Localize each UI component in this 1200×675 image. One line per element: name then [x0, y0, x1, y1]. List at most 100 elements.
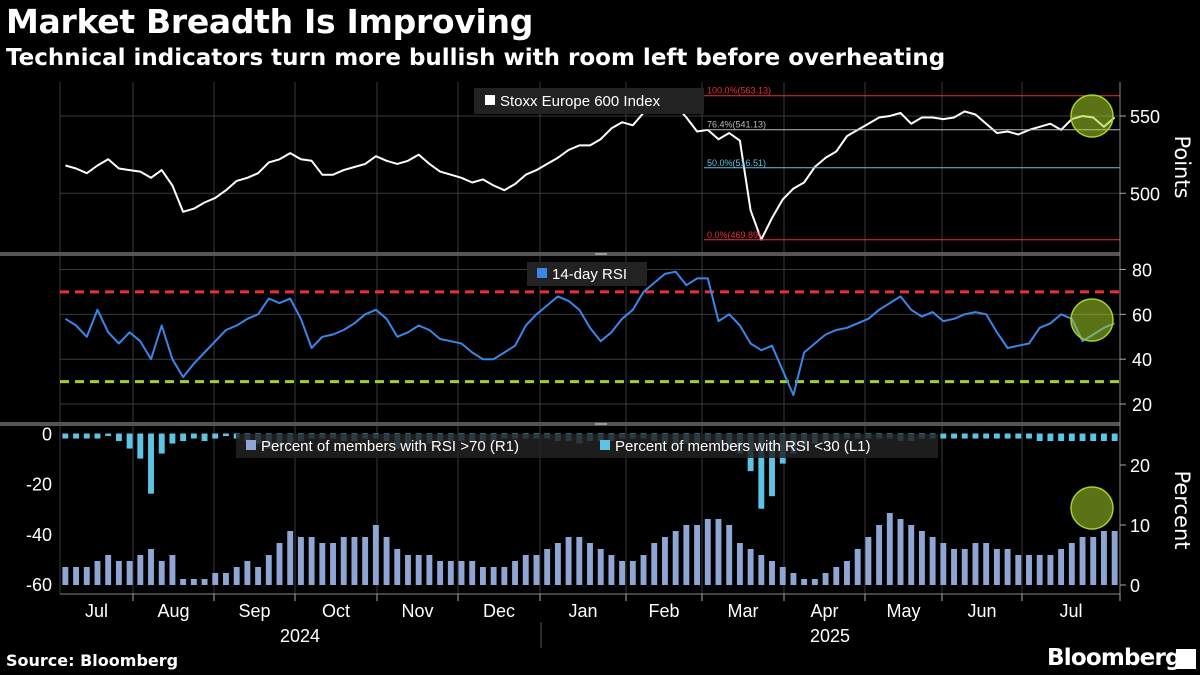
r1-bar [244, 561, 251, 585]
fib-level-label: 76.4%(541.13) [707, 120, 766, 130]
r1-bar [415, 555, 422, 585]
r1-bar [833, 567, 840, 585]
r1-bar [683, 525, 690, 585]
r1-bar [437, 561, 444, 585]
r1-bar [576, 537, 583, 585]
breadth-left-tick-label: -40 [26, 525, 52, 545]
month-label: Jun [967, 601, 996, 621]
r1-legend-swatch [246, 440, 256, 450]
axes: 500 550 Points 20 40 60 80 0 -20 -40 -60 0 10 20 Perce… [26, 82, 1194, 648]
r1-bar [223, 573, 229, 585]
l1-bar [180, 433, 187, 442]
fib-level-label: 50.0%(516.51) [707, 158, 766, 168]
l1-bar [1036, 433, 1043, 442]
r1-bar [704, 519, 711, 585]
r1-bar [747, 549, 754, 585]
r1-bar [83, 567, 90, 585]
panel-separators [0, 252, 1120, 426]
r1-bar [854, 549, 861, 585]
month-label: Apr [810, 601, 838, 621]
fib-level-label: 100.0%(563.13) [707, 86, 771, 96]
r1-bar [137, 555, 144, 585]
r1-bar [190, 579, 197, 585]
l1-bar [951, 433, 957, 439]
l1-bar [1047, 433, 1054, 442]
r1-bar [822, 573, 829, 585]
r1-bar [201, 579, 208, 585]
month-label: Sep [238, 601, 270, 621]
r1-bar [715, 519, 722, 585]
price-tick-label: 550 [1130, 107, 1160, 127]
r1-bar [319, 543, 326, 585]
breadth-right-tick-label: 0 [1130, 576, 1140, 596]
r1-bar [640, 555, 647, 585]
l1-bar [961, 433, 968, 439]
rsi-line [64, 270, 1115, 397]
r1-bar [158, 561, 165, 585]
breadth-legend-box [236, 434, 938, 458]
l1-bar [137, 433, 144, 459]
r1-bar [651, 543, 658, 585]
r1-bar [62, 567, 69, 585]
price-axis-title: Points [1170, 135, 1194, 198]
r1-bar [180, 579, 187, 585]
l1-bar [769, 433, 775, 497]
l1-bar [940, 433, 947, 439]
r1-bar [983, 543, 990, 585]
r1-bar [1036, 555, 1043, 585]
r1-bar [993, 549, 1000, 585]
r1-bar [394, 549, 401, 585]
source-note: Source: Bloomberg [6, 651, 179, 670]
rsi-legend-swatch [537, 268, 547, 278]
r1-bar [972, 543, 979, 585]
r1-bar [790, 573, 797, 585]
l1-bar [115, 433, 122, 442]
highlight-circle [1070, 298, 1114, 342]
l1-bar [1079, 433, 1086, 442]
r1-bar [608, 555, 615, 585]
l1-bar [1100, 433, 1107, 442]
year-label: 2025 [810, 626, 850, 646]
r1-bar [265, 555, 272, 585]
month-label: Nov [401, 601, 433, 621]
r1-bar [469, 561, 476, 585]
brand-mark-icon [1176, 649, 1196, 669]
breadth-axis-title: Percent [1170, 470, 1194, 549]
r1-bar [351, 537, 358, 585]
r1-bar [490, 567, 497, 585]
r1-bar [340, 537, 347, 585]
l1-bar [73, 433, 80, 439]
r1-bar [565, 537, 572, 585]
l1-legend-label: Percent of members with RSI <30 (L1) [615, 438, 871, 455]
r1-bar [544, 549, 551, 585]
r1-bar [554, 543, 561, 585]
r1-bar [918, 531, 925, 585]
price-legend-box [474, 88, 704, 114]
breadth-left-tick-label: 0 [42, 425, 52, 445]
r1-bar [951, 549, 957, 585]
breadth-left-tick-label: -20 [26, 475, 52, 495]
r1-bar [426, 555, 433, 585]
l1-bar [1068, 433, 1075, 442]
r1-bar [287, 531, 294, 585]
month-label: Feb [648, 601, 679, 621]
r1-bar [1026, 555, 1032, 585]
r1-bar [897, 519, 904, 585]
fibonacci-levels: 100.0%(563.13) 76.4%(541.13) 50.0%(516.51)… [704, 86, 1120, 241]
r1-bar [1090, 537, 1097, 585]
r1-bar [512, 561, 518, 585]
r1-bar [908, 525, 915, 585]
r1-bar [1068, 543, 1075, 585]
r1-bar [383, 537, 390, 585]
rsi-tick-label: 20 [1132, 395, 1152, 415]
price-tick-label: 500 [1130, 184, 1160, 204]
r1-bar [940, 543, 947, 585]
r1-bar [148, 549, 154, 585]
r1-bar [865, 537, 872, 585]
l1-bar [758, 433, 765, 509]
r1-bar [1004, 549, 1011, 585]
l1-bar [148, 433, 154, 494]
r1-bar [297, 537, 304, 585]
price-legend-label: Stoxx Europe 600 Index [500, 93, 661, 110]
